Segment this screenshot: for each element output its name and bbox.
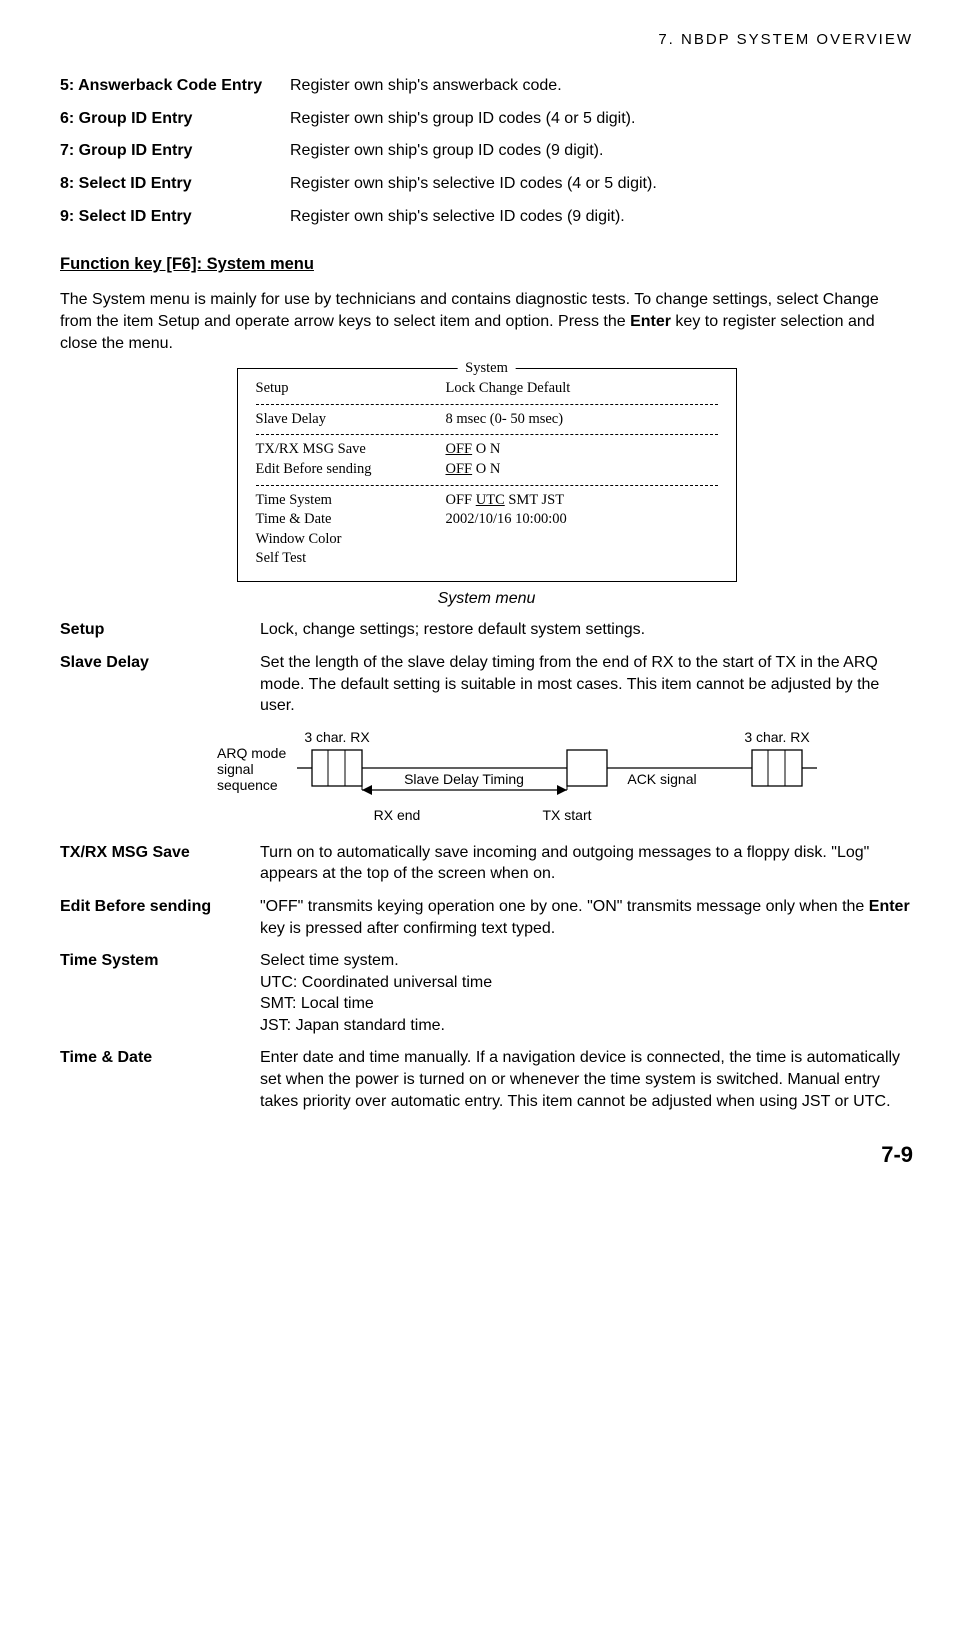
sys-txrx-value: OFF O N [446, 440, 718, 460]
def-term: Edit Before sending [60, 896, 260, 939]
timing-diagram: 3 char. RX 3 char. RX ARQ mode signal se… [60, 728, 913, 828]
sys-edit-label: Edit Before sending [256, 460, 446, 480]
sys-st-label: Self Test [256, 549, 446, 569]
def-term: Time & Date [60, 1047, 260, 1112]
entry-row: 5: Answerback Code Entry Register own sh… [60, 75, 913, 97]
entry-row: 7: Group ID Entry Register own ship's gr… [60, 140, 913, 162]
sys-ts-value: OFF UTC SMT JST [446, 491, 718, 511]
ts-line: Select time system. [260, 950, 913, 972]
sys-txrx-off: OFF [446, 441, 473, 457]
sys-edit-on: O N [472, 461, 500, 477]
entry-label: 8: Select ID Entry [60, 173, 290, 195]
entries-list: 5: Answerback Code Entry Register own sh… [60, 75, 913, 227]
sys-td-value: 2002/10/16 10:00:00 [446, 510, 718, 530]
def-edit-1: "OFF" transmits keying operation one by … [260, 898, 869, 915]
divider [256, 404, 718, 405]
sys-ts-label: Time System [256, 491, 446, 511]
def-edit-2: key is pressed after confirming text typ… [260, 920, 555, 937]
sys-ts-rest: SMT JST [505, 492, 564, 508]
system-menu-box: System Setup Lock Change Default Slave D… [237, 368, 737, 582]
sys-setup-label: Setup [256, 379, 446, 399]
entry-row: 9: Select ID Entry Register own ship's s… [60, 206, 913, 228]
page-header: 7. NBDP SYSTEM OVERVIEW [60, 30, 913, 50]
entry-row: 8: Select ID Entry Register own ship's s… [60, 173, 913, 195]
entry-label: 9: Select ID Entry [60, 206, 290, 228]
sys-ts-utc: UTC [476, 492, 505, 508]
sys-txrx-on: O N [472, 441, 500, 457]
diag-slave-label: Slave Delay Timing [404, 771, 524, 787]
def-txrx: TX/RX MSG Save Turn on to automatically … [60, 842, 913, 885]
diag-ack: ACK signal [627, 771, 696, 787]
divider [256, 434, 718, 435]
def-desc: Lock, change settings; restore default s… [260, 619, 913, 641]
sys-slave-value: 8 msec (0- 50 msec) [446, 410, 718, 430]
section-heading: Function key [F6]: System menu [60, 253, 913, 275]
sys-txrx-label: TX/RX MSG Save [256, 440, 446, 460]
def-desc: Turn on to automatically save incoming a… [260, 842, 913, 885]
system-menu-caption: System menu [60, 588, 913, 610]
entry-label: 7: Group ID Entry [60, 140, 290, 162]
def-td: Time & Date Enter date and time manually… [60, 1047, 913, 1112]
sys-td-label: Time & Date [256, 510, 446, 530]
def-term: Slave Delay [60, 652, 260, 717]
sys-setup-value: Lock Change Default [446, 379, 718, 399]
intro-paragraph: The System menu is mainly for use by tec… [60, 289, 913, 354]
def-desc: "OFF" transmits keying operation one by … [260, 896, 913, 939]
entry-desc: Register own ship's group ID codes (9 di… [290, 140, 913, 162]
def-setup: Setup Lock, change settings; restore def… [60, 619, 913, 641]
diag-seq: sequence [217, 777, 278, 793]
ts-line: JST: Japan standard time. [260, 1015, 913, 1037]
entry-label: 5: Answerback Code Entry [60, 75, 290, 97]
def-ts: Time System Select time system. UTC: Coo… [60, 950, 913, 1036]
diag-signal: signal [217, 761, 254, 777]
def-slave: Slave Delay Set the length of the slave … [60, 652, 913, 717]
entry-desc: Register own ship's selective ID codes (… [290, 173, 913, 195]
sys-wc-label: Window Color [256, 530, 446, 550]
ts-line: UTC: Coordinated universal time [260, 972, 913, 994]
sys-slave-label: Slave Delay [256, 410, 446, 430]
diag-3char-left: 3 char. RX [304, 729, 370, 745]
entry-desc: Register own ship's group ID codes (4 or… [290, 108, 913, 130]
ts-line: SMT: Local time [260, 993, 913, 1015]
divider [256, 485, 718, 486]
def-desc: Enter date and time manually. If a navig… [260, 1047, 913, 1112]
sys-ts-off: OFF [446, 492, 476, 508]
entry-label: 6: Group ID Entry [60, 108, 290, 130]
intro-bold: Enter [630, 313, 671, 330]
def-edit: Edit Before sending "OFF" transmits keyi… [60, 896, 913, 939]
def-term: Time System [60, 950, 260, 1036]
diag-3char-right: 3 char. RX [744, 729, 810, 745]
def-desc: Select time system. UTC: Coordinated uni… [260, 950, 913, 1036]
def-edit-bold: Enter [869, 898, 910, 915]
page-number: 7-9 [60, 1140, 913, 1170]
sys-edit-value: OFF O N [446, 460, 718, 480]
sys-edit-off: OFF [446, 461, 473, 477]
diag-arq: ARQ mode [217, 745, 286, 761]
entry-row: 6: Group ID Entry Register own ship's gr… [60, 108, 913, 130]
def-term: TX/RX MSG Save [60, 842, 260, 885]
entry-desc: Register own ship's selective ID codes (… [290, 206, 913, 228]
def-term: Setup [60, 619, 260, 641]
diag-txstart: TX start [542, 807, 591, 823]
system-legend: System [457, 359, 516, 379]
diag-rxend: RX end [373, 807, 420, 823]
entry-desc: Register own ship's answerback code. [290, 75, 913, 97]
def-desc: Set the length of the slave delay timing… [260, 652, 913, 717]
